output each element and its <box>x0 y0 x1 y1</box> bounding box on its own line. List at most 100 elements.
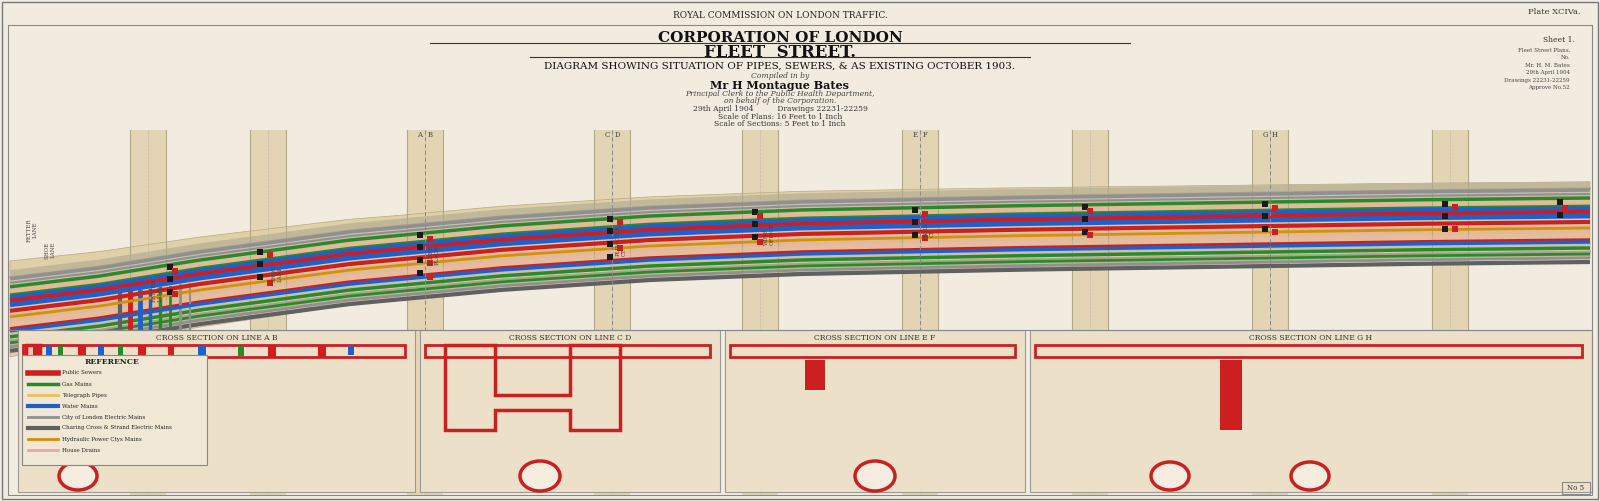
Bar <box>269 345 277 357</box>
Bar <box>1086 231 1093 237</box>
Text: House Drains: House Drains <box>62 447 101 452</box>
Bar <box>752 221 758 227</box>
Bar <box>168 346 174 356</box>
Bar <box>238 346 243 356</box>
Text: on behalf of the Corporation.: on behalf of the Corporation. <box>723 97 837 105</box>
Text: Telegraph Pipes: Telegraph Pipes <box>62 392 107 397</box>
Text: No 5: No 5 <box>1568 484 1584 492</box>
Polygon shape <box>10 188 1590 285</box>
Bar <box>606 215 613 221</box>
Bar <box>418 258 422 264</box>
Text: FETTER
LANE: FETTER LANE <box>27 218 37 242</box>
Bar <box>173 268 178 274</box>
Bar <box>406 130 443 495</box>
Bar <box>118 346 123 355</box>
Bar <box>1557 199 1563 205</box>
Bar <box>26 345 40 445</box>
Text: Gas Mains: Gas Mains <box>62 381 91 386</box>
Bar <box>1432 130 1469 495</box>
Text: Fleet Street Plans,
No.
Mr. H. M. Bates
29th April 1904
Drawings 22231-22259
App: Fleet Street Plans, No. Mr. H. M. Bates … <box>1504 48 1570 90</box>
Text: H: H <box>1272 131 1278 139</box>
Bar <box>1557 212 1563 218</box>
Bar <box>1272 229 1278 235</box>
Bar <box>427 260 434 266</box>
Ellipse shape <box>59 462 98 490</box>
Text: Sheet 1.: Sheet 1. <box>1542 36 1574 44</box>
Polygon shape <box>10 242 1590 339</box>
Polygon shape <box>10 208 1590 309</box>
Bar <box>26 420 115 434</box>
Text: D: D <box>614 131 619 139</box>
Bar <box>1262 213 1267 219</box>
Bar <box>1030 330 1592 492</box>
Text: Hydraulic Power Ctys Mains: Hydraulic Power Ctys Mains <box>62 436 142 441</box>
Bar <box>606 227 613 233</box>
Bar <box>594 130 630 495</box>
Text: G: G <box>1262 131 1267 139</box>
Text: F: F <box>923 131 928 139</box>
Text: FETTER
LANE: FETTER LANE <box>152 279 163 302</box>
Bar <box>618 219 622 225</box>
Text: B: B <box>427 131 432 139</box>
Bar <box>166 289 173 295</box>
Bar <box>418 244 422 250</box>
Text: CROSS SECTION ON LINE A B: CROSS SECTION ON LINE A B <box>155 334 277 342</box>
Bar <box>1262 226 1267 232</box>
Bar <box>1251 130 1288 495</box>
Bar <box>22 345 405 357</box>
Bar <box>1442 200 1448 206</box>
Bar <box>1082 216 1088 222</box>
Bar <box>58 346 62 355</box>
Bar <box>1453 204 1458 210</box>
Text: WINE
OFFICE: WINE OFFICE <box>765 222 774 245</box>
Bar <box>922 234 928 240</box>
Polygon shape <box>10 181 1590 278</box>
Text: BOLT
CT: BOLT CT <box>925 222 934 237</box>
Bar <box>742 130 778 495</box>
Bar <box>318 346 326 358</box>
Bar <box>725 330 1026 492</box>
Bar <box>1086 207 1093 213</box>
Bar <box>418 271 422 277</box>
Bar <box>1562 205 1568 211</box>
Bar <box>1082 204 1088 210</box>
Bar <box>757 212 763 218</box>
Bar <box>78 345 86 357</box>
Bar <box>46 346 51 356</box>
Bar <box>98 346 104 356</box>
Polygon shape <box>10 250 1590 348</box>
Bar <box>258 261 262 267</box>
Text: REFERENCE: REFERENCE <box>85 358 139 366</box>
Polygon shape <box>10 225 1590 334</box>
Bar <box>166 276 173 282</box>
Text: Compiled in by: Compiled in by <box>750 72 810 80</box>
Text: FLEET
PLACE: FLEET PLACE <box>429 245 440 265</box>
Text: C: C <box>605 131 610 139</box>
Bar <box>426 345 710 357</box>
Bar <box>22 355 206 465</box>
Bar <box>130 130 166 495</box>
Bar <box>34 345 42 357</box>
Text: A: A <box>418 131 422 139</box>
Text: Mr H Montague Bates: Mr H Montague Bates <box>710 80 850 91</box>
Bar <box>18 330 414 492</box>
Text: FLEET  STREET.: FLEET STREET. <box>704 44 856 61</box>
Bar <box>1221 360 1242 430</box>
Bar <box>606 254 613 260</box>
Bar <box>1082 229 1088 235</box>
Bar <box>250 130 286 495</box>
Text: City of London Electric Mains: City of London Electric Mains <box>62 414 146 419</box>
Bar <box>912 207 918 213</box>
Bar <box>912 219 918 225</box>
Bar <box>912 231 918 237</box>
Ellipse shape <box>1291 462 1330 490</box>
Bar <box>418 232 422 238</box>
Bar <box>757 238 763 244</box>
Text: Principal Clerk to the Public Health Department,: Principal Clerk to the Public Health Dep… <box>685 90 875 98</box>
Bar <box>1072 130 1107 495</box>
Polygon shape <box>10 233 1590 332</box>
Text: CROSS SECTION ON LINE C D: CROSS SECTION ON LINE C D <box>509 334 630 342</box>
Bar <box>902 130 938 495</box>
Text: CROSS SECTION ON LINE E F: CROSS SECTION ON LINE E F <box>814 334 936 342</box>
Text: Water Mains: Water Mains <box>62 403 98 408</box>
